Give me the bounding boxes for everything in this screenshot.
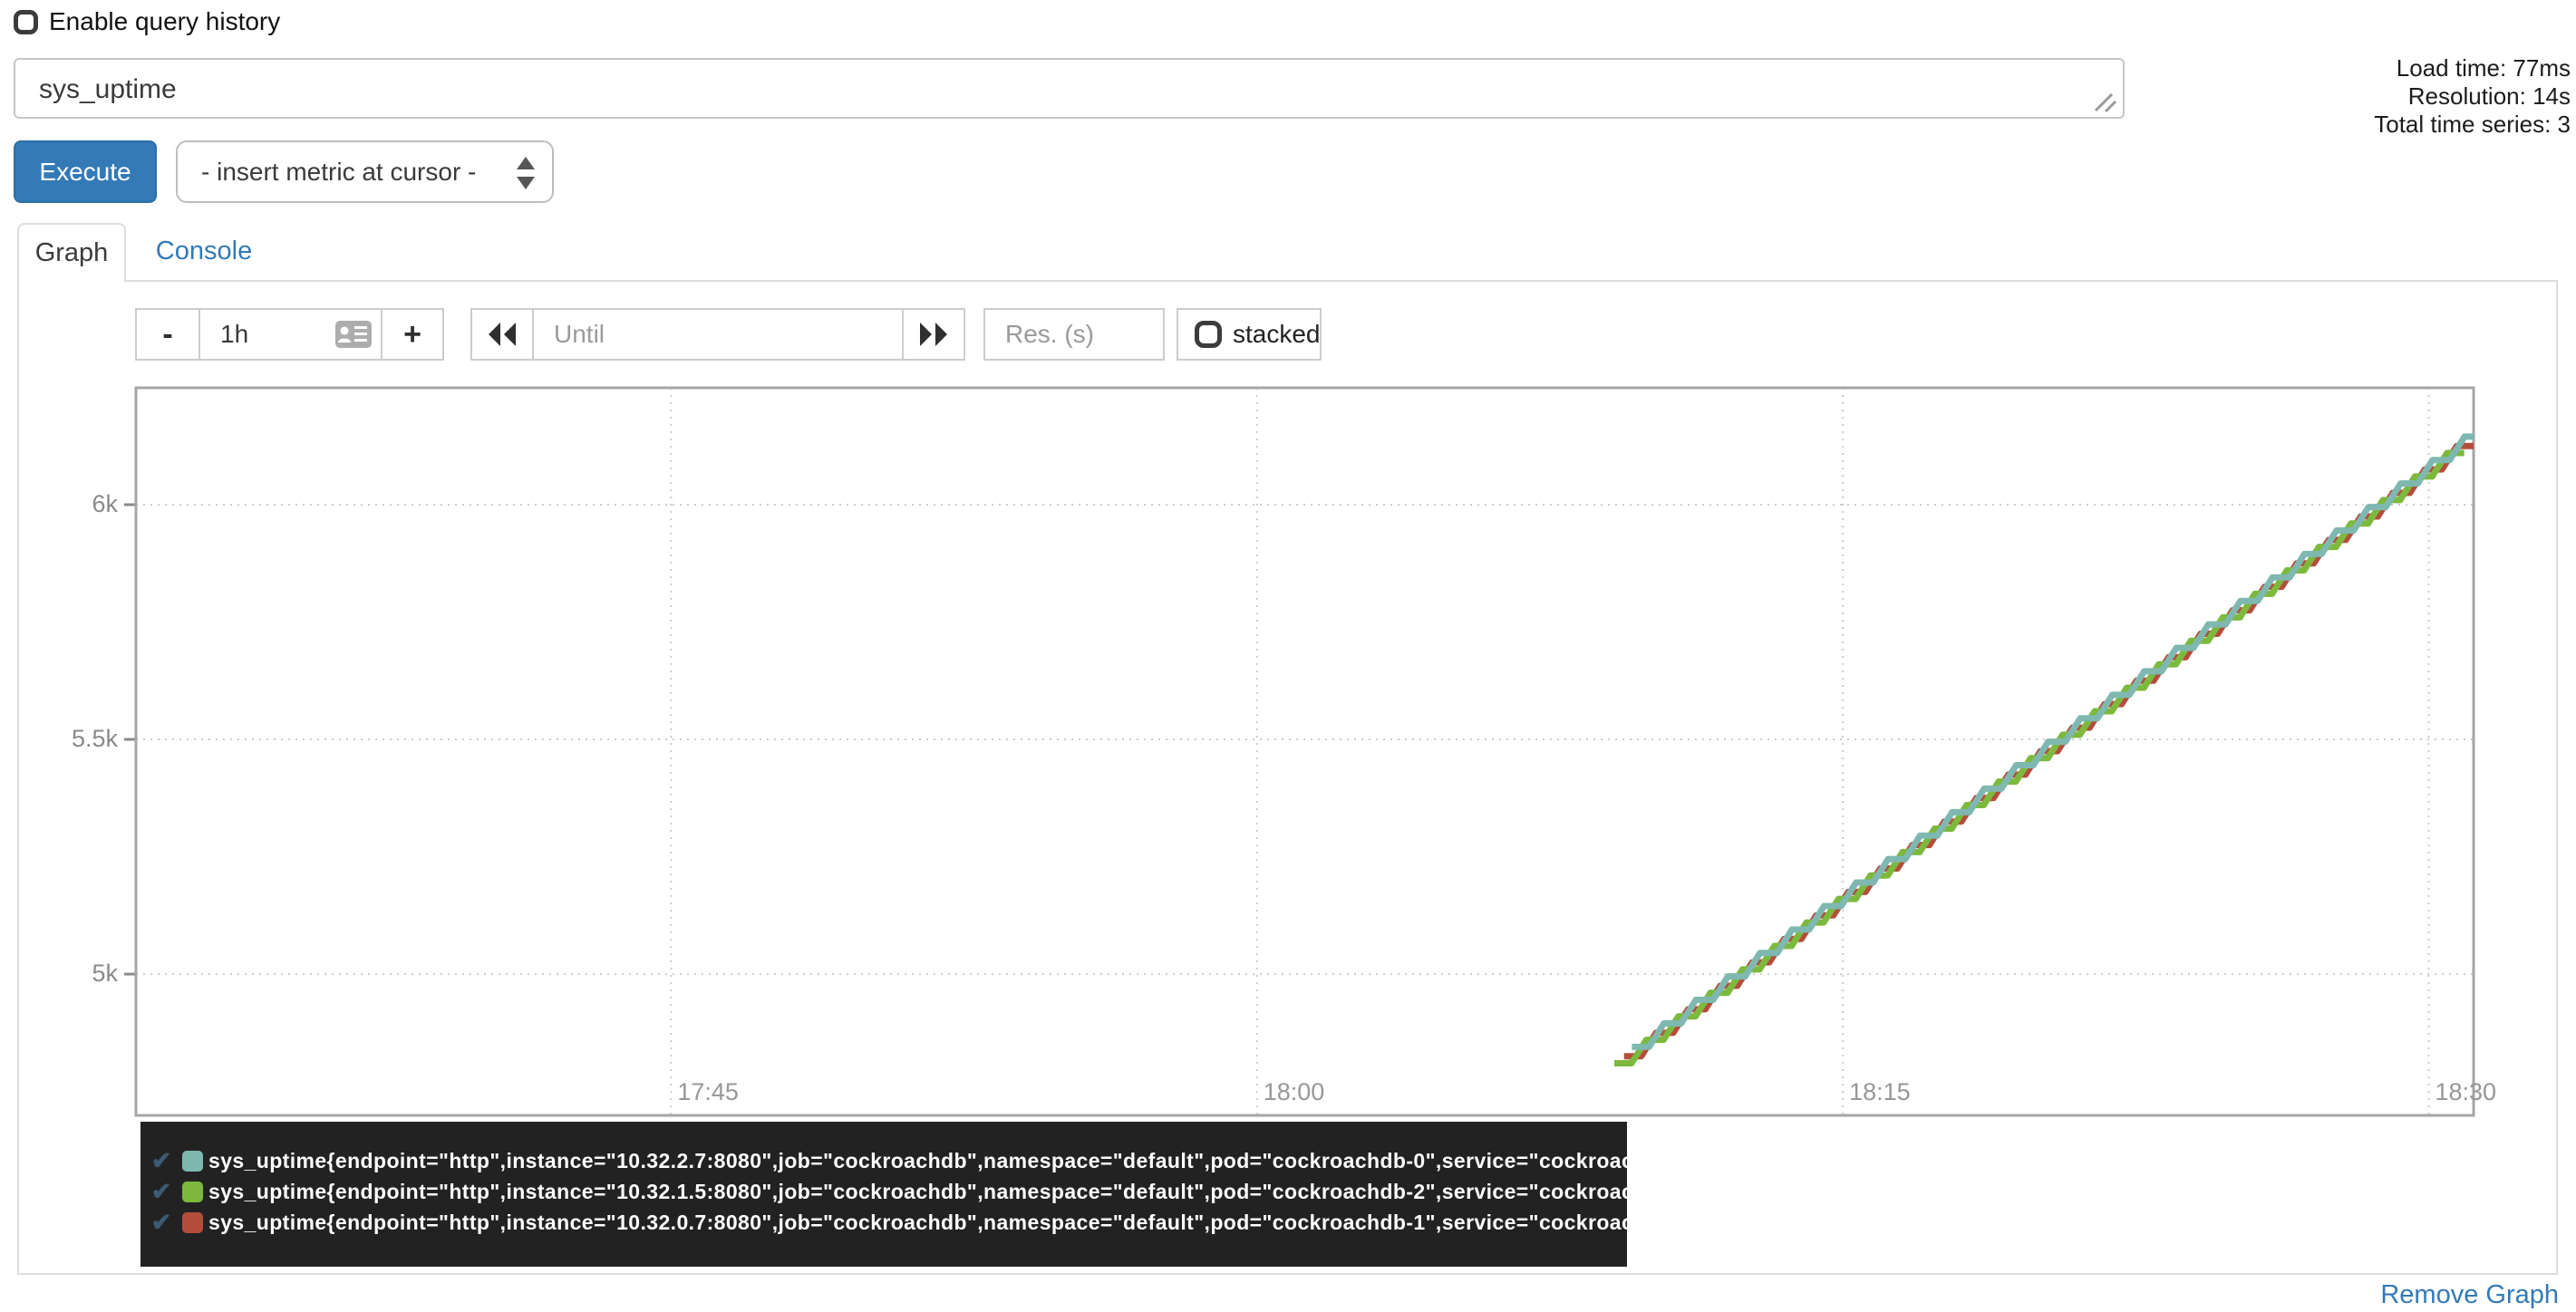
stacked-checkbox[interactable] — [1195, 321, 1222, 348]
legend-check-icon[interactable]: ✔ — [150, 1146, 172, 1174]
stacked-toggle[interactable]: stacked — [1177, 308, 1322, 361]
series-line — [1632, 433, 2474, 1050]
query-history-label: Enable query history — [49, 7, 281, 35]
insert-metric-select[interactable]: - insert metric at cursor - — [176, 140, 554, 203]
query-input[interactable]: sys_uptime — [14, 58, 2125, 119]
legend-series-label: sys_uptime{endpoint="http",instance="10.… — [208, 1148, 1692, 1172]
legend-check-icon[interactable]: ✔ — [150, 1177, 172, 1205]
query-history-checkbox[interactable] — [14, 9, 38, 34]
query-input-value: sys_uptime — [39, 74, 177, 104]
load-time: Load time: 77ms — [2396, 54, 2571, 82]
legend-series-label: sys_uptime{endpoint="http",instance="10.… — [208, 1210, 1692, 1234]
time-forward-button[interactable] — [902, 308, 965, 361]
legend-item[interactable]: ✔ sys_uptime{endpoint="http",instance="10… — [148, 1207, 1691, 1238]
double-left-arrow-icon — [489, 323, 516, 346]
remove-graph-link[interactable]: Remove Graph — [2380, 1280, 2559, 1309]
y-axis-label: 6k — [92, 489, 118, 517]
x-axis-label: 18:15 — [1849, 1078, 1911, 1105]
query-stats: Load time: 77ms Resolution: 14s Total ti… — [2374, 54, 2571, 139]
legend-color-swatch — [182, 1150, 203, 1172]
insert-metric-select-value: - insert metric at cursor - — [201, 157, 477, 186]
legend-color-swatch — [182, 1211, 203, 1233]
x-axis-label: 18:30 — [2435, 1078, 2497, 1105]
range-decrease-button[interactable]: - — [135, 308, 200, 361]
execute-button[interactable]: Execute — [14, 140, 157, 203]
tab-console[interactable]: Console — [155, 236, 253, 265]
range-input[interactable]: 1h — [199, 308, 383, 361]
tab-graph[interactable]: Graph — [17, 223, 126, 282]
graph-panel — [17, 280, 2558, 1275]
y-axis-label: 5k — [92, 960, 118, 988]
legend-color-swatch — [182, 1181, 203, 1202]
until-placeholder: Until — [554, 320, 605, 348]
x-axis-label: 18:00 — [1263, 1078, 1325, 1105]
legend-series-label: sys_uptime{endpoint="http",instance="10.… — [208, 1179, 1692, 1203]
until-input[interactable]: Until — [532, 308, 904, 361]
legend-item[interactable]: ✔ sys_uptime{endpoint="http",instance="10… — [148, 1176, 1691, 1207]
stacked-label: stacked — [1233, 320, 1321, 348]
enable-query-history[interactable]: Enable query history — [14, 7, 280, 36]
range-increase-button[interactable]: + — [381, 308, 444, 361]
legend-item[interactable]: ✔ sys_uptime{endpoint="http",instance="10… — [148, 1145, 1691, 1176]
legend-check-icon[interactable]: ✔ — [150, 1208, 172, 1236]
resize-grip-icon[interactable] — [2094, 92, 2117, 112]
select-arrows-icon — [514, 155, 537, 191]
resolution: Resolution: 14s — [2407, 82, 2571, 110]
time-back-button[interactable] — [470, 308, 534, 361]
y-axis-label: 5.5k — [71, 725, 118, 753]
total-time-series: Total time series: 3 — [2374, 111, 2571, 138]
resolution-placeholder: Res. (s) — [1005, 320, 1094, 348]
autofill-contact-icon[interactable] — [335, 321, 372, 348]
resolution-input[interactable]: Res. (s) — [983, 308, 1165, 361]
double-right-arrow-icon — [920, 323, 947, 346]
x-axis-label: 17:45 — [677, 1078, 739, 1105]
graph-legend: ✔ sys_uptime{endpoint="http",instance="10… — [140, 1122, 1691, 1267]
range-input-value: 1h — [220, 320, 249, 348]
